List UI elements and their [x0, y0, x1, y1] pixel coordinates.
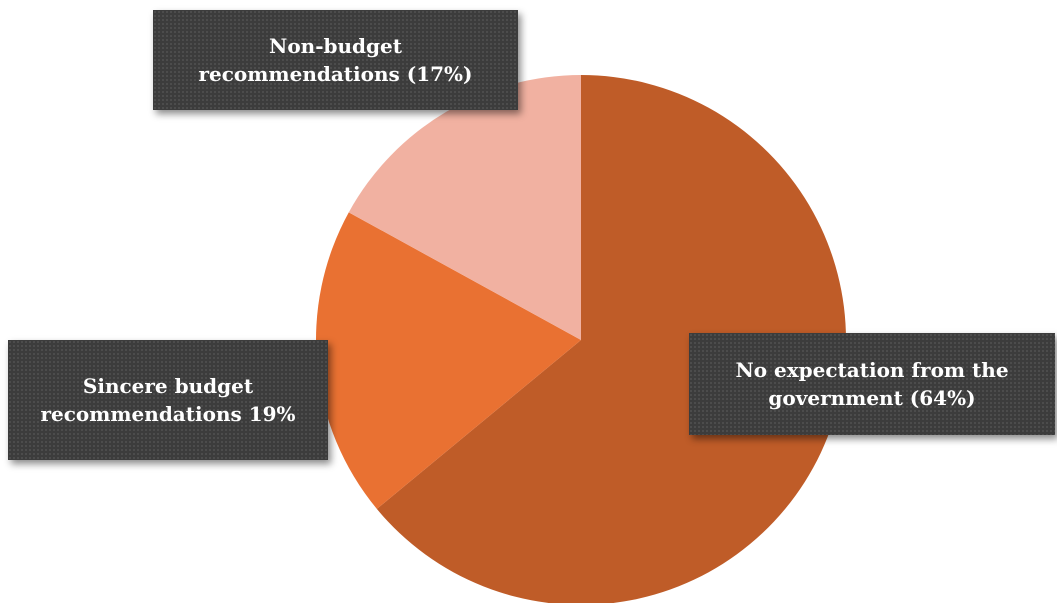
data-label-line: Non-budget	[269, 34, 402, 58]
slice-non-budget	[348, 75, 581, 340]
slice-no-expectation	[376, 75, 846, 603]
slice-sincere-budget	[316, 212, 581, 509]
data-label-line: No expectation from the	[735, 358, 1009, 382]
data-label-no-expectation: No expectation from the government (64%)	[689, 333, 1055, 435]
data-label-non-budget: Non-budget recommendations (17%)	[153, 10, 518, 110]
data-label-line: recommendations (17%)	[198, 62, 473, 86]
data-label-sincere-budget: Sincere budget recommendations 19%	[8, 340, 328, 460]
data-label-line: Sincere budget	[82, 374, 254, 398]
data-label-line: government (64%)	[768, 386, 976, 410]
data-label-line: recommendations 19%	[40, 402, 296, 426]
